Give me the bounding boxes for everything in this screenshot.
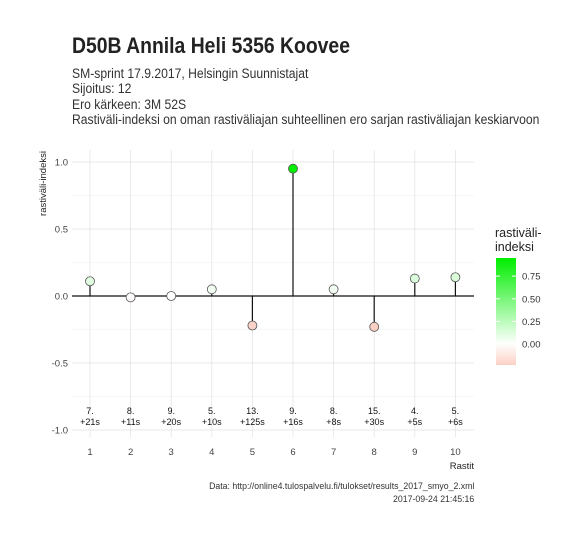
placement-label: 15.: [368, 406, 381, 416]
placement-label: 13.: [246, 406, 259, 416]
placement-label: 7.: [86, 406, 94, 416]
y-tick-label: -0.5: [52, 359, 68, 370]
time-diff-label: +21s: [80, 417, 100, 427]
subtitle-line: Rastiväli-indeksi on oman rastiväliajan …: [72, 112, 540, 127]
placement-label: 9.: [167, 406, 175, 416]
placement-label: 8.: [127, 406, 135, 416]
time-diff-label: +11s: [121, 417, 141, 427]
x-tick-label: 10: [450, 447, 461, 458]
x-tick-label: 2: [128, 447, 133, 458]
data-point: [409, 273, 420, 284]
x-tick-label: 7: [331, 447, 336, 458]
x-tick-label: 3: [169, 447, 174, 458]
data-point: [85, 276, 95, 287]
x-axis-title: Rastit: [450, 461, 475, 472]
legend-tick-label: 0.50: [522, 294, 541, 305]
chart-title: D50B Annila Heli 5356 Koovee: [72, 33, 350, 58]
y-tick-label: 0.5: [55, 225, 68, 236]
legend-title-line: indeksi: [495, 240, 534, 254]
data-point: [369, 321, 380, 332]
time-diff-label: +125s: [240, 417, 265, 427]
time-diff-label: +5s: [407, 417, 422, 427]
y-tick-label: 0.0: [55, 292, 68, 303]
subtitle-line: SM-sprint 17.9.2017, Helsingin Suunnista…: [72, 66, 309, 81]
legend-tick-label: 0.25: [522, 317, 541, 328]
data-point: [206, 284, 217, 295]
subtitle-line: Ero kärkeen: 3M 52S: [72, 97, 187, 112]
data-point: [247, 320, 258, 331]
subtitle-line: Sijoitus: 12: [72, 81, 132, 96]
x-tick-label: 9: [412, 447, 417, 458]
data-point: [328, 284, 339, 295]
placement-label: 5.: [452, 406, 460, 416]
y-tick-label: 1.0: [55, 158, 68, 169]
placement-label: 8.: [330, 406, 338, 416]
data-point: [166, 291, 177, 301]
timestamp-caption: 2017-09-24 21:45:16: [392, 494, 474, 505]
placement-label: 4.: [411, 406, 419, 416]
x-tick-label: 6: [290, 447, 295, 458]
x-tick-label: 5: [250, 447, 255, 458]
x-tick-label: 8: [372, 447, 377, 458]
legend-tick-label: 0.75: [522, 272, 541, 283]
legend-colorbar: [496, 258, 516, 365]
time-diff-label: +20s: [161, 417, 181, 427]
data-point: [450, 272, 461, 283]
time-diff-label: +30s: [364, 417, 384, 427]
data-point: [288, 163, 298, 174]
data-point: [125, 292, 136, 303]
time-diff-label: +16s: [283, 417, 303, 427]
x-tick-label: 4: [209, 447, 214, 458]
y-axis-title: rastiväli-indeksi: [38, 151, 49, 216]
time-diff-label: +8s: [326, 417, 341, 427]
data-source-caption: Data: http://online4.tulospalvelu.fi/tul…: [208, 481, 474, 492]
legend-title: rastiväli-indeksi: [495, 226, 575, 254]
x-tick-label: 1: [87, 447, 92, 458]
legend-tick-label: 0.00: [522, 340, 541, 351]
time-diff-label: +10s: [202, 417, 222, 427]
placement-label: 9.: [289, 406, 297, 416]
placement-label: 5.: [208, 406, 216, 416]
legend-title-line: rastiväli-: [495, 226, 542, 240]
y-tick-label: -1.0: [52, 426, 68, 437]
time-diff-label: +6s: [448, 417, 463, 427]
